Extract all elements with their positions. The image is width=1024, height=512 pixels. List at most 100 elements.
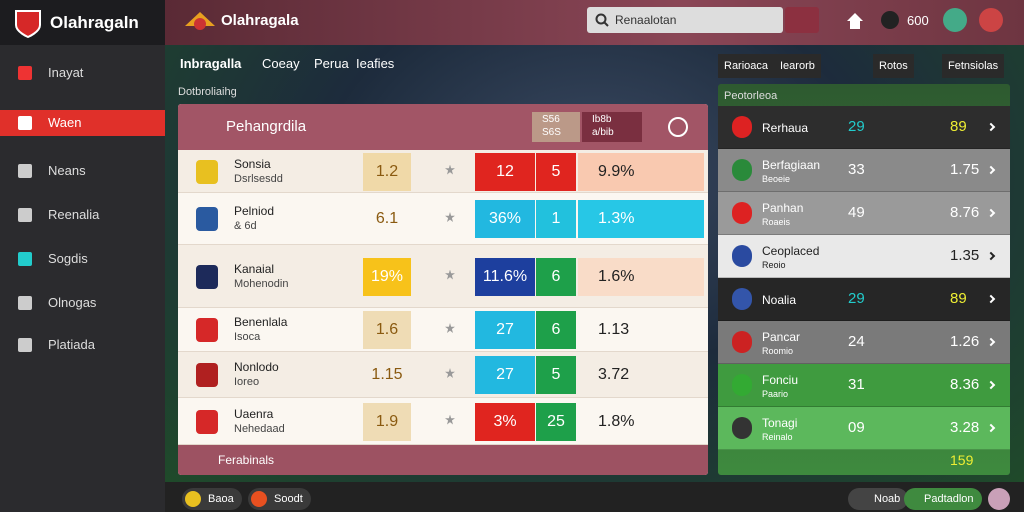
standing-row[interactable]: Rerhaua 29 89: [718, 106, 1010, 149]
menu-icon: [18, 208, 32, 222]
menu-item[interactable]: Waen: [0, 110, 165, 136]
favorite-star[interactable]: [445, 164, 455, 175]
stat-b: 3.28: [950, 419, 980, 436]
head-cell: [532, 112, 580, 142]
standing-row[interactable]: Panhan Roaeis 49 8.76: [718, 192, 1010, 235]
team-logo: [196, 264, 218, 289]
standing-row[interactable]: Ceoplaced Reoio 1.35: [718, 235, 1010, 278]
right-tab[interactable]: Fetnsiolas: [942, 54, 1005, 78]
stat-a: 49: [848, 204, 865, 221]
favorite-star[interactable]: [445, 368, 455, 378]
favorite-star[interactable]: [445, 414, 455, 425]
odds-a[interactable]: 36%: [475, 200, 535, 238]
search-box[interactable]: Renaalotan: [587, 7, 783, 33]
percent: 1.6%: [578, 257, 704, 296]
head-text: S56: [542, 114, 560, 125]
tab[interactable]: Inbragalla: [180, 56, 242, 71]
chevron: [986, 337, 996, 347]
odds-cell[interactable]: 19%: [363, 257, 411, 296]
home-icon[interactable]: [845, 11, 865, 31]
stat-a: 33: [848, 161, 865, 178]
odds-b[interactable]: 6: [536, 257, 576, 296]
team-sub: Reoio: [762, 260, 786, 270]
bottom-pill[interactable]: Noab: [848, 488, 909, 510]
odds-cell[interactable]: 1.6: [363, 311, 411, 349]
right-tab[interactable]: Rarioaca: [718, 54, 775, 78]
avatar[interactable]: [943, 8, 967, 32]
percent: 9.9%: [578, 152, 704, 191]
total: 159: [950, 452, 974, 468]
odds-b[interactable]: 6: [536, 311, 576, 349]
bottom-pill[interactable]: Soodt: [248, 488, 311, 510]
standing-row[interactable]: Fonciu Paario 31 8.36: [718, 364, 1010, 407]
odds-cell[interactable]: 1.9: [363, 402, 411, 441]
menu-item[interactable]: Olnogas: [0, 290, 165, 316]
odds-cell[interactable]: 6.1: [375, 210, 399, 227]
favorite-star[interactable]: [445, 323, 455, 333]
odds-a[interactable]: 3%: [475, 402, 535, 441]
odds-b[interactable]: 25: [536, 402, 576, 441]
help-button[interactable]: [988, 488, 1010, 510]
right-title: Peotorleoa: [724, 90, 778, 102]
odds-cell[interactable]: 1.15: [371, 366, 403, 383]
sidebar-brand: Olahragaln: [0, 0, 165, 45]
standing-row[interactable]: Tonagi Reinalo 09 3.28: [718, 407, 1010, 450]
team-name: Benenlala: [234, 315, 288, 329]
menu-item[interactable]: Sogdis: [0, 246, 165, 272]
percent: 3.72: [598, 366, 630, 383]
search-button[interactable]: [785, 7, 819, 33]
bottom-pill[interactable]: Padtadlon: [904, 488, 982, 510]
team-sub: Isoca: [234, 331, 261, 343]
odds-b[interactable]: 1: [536, 200, 576, 238]
odds-a[interactable]: 11.6%: [475, 257, 535, 296]
menu-icon: [18, 164, 32, 178]
tab[interactable]: Perua: [314, 56, 349, 71]
percent: 1.8%: [598, 412, 635, 430]
team-logo: [196, 207, 218, 231]
team-logo: [196, 409, 218, 434]
odds-a[interactable]: 27: [475, 311, 535, 349]
right-tab[interactable]: Rotos: [873, 54, 914, 78]
team-name: Noalia: [762, 293, 797, 307]
odds-b[interactable]: 5: [536, 152, 576, 191]
menu-item[interactable]: Reenalia: [0, 202, 165, 228]
right-tab[interactable]: Iearorb: [774, 54, 821, 78]
stat-b: 1.26: [950, 333, 980, 350]
tab[interactable]: Coeay: [262, 56, 300, 71]
tab[interactable]: Ieafies: [356, 56, 395, 71]
favorite-star[interactable]: [445, 212, 455, 222]
avatar[interactable]: [979, 8, 1003, 32]
right-panel: Peotorleoa 159 Rerhaua 29 89 Berfagiaan Beoe…: [718, 84, 1010, 475]
percent: 1.3%: [578, 200, 704, 238]
count: 600: [907, 13, 929, 28]
team-name: Kanaial: [234, 261, 275, 276]
stat-a: 29: [848, 290, 865, 307]
stat-b: 1.75: [950, 161, 980, 178]
team-name: Pelniod: [234, 204, 275, 218]
favorite-star[interactable]: [445, 269, 455, 280]
menu-item[interactable]: Inayat: [0, 60, 165, 86]
percent: 1.13: [598, 321, 630, 338]
menu-item[interactable]: Neans: [0, 158, 165, 184]
standing-row[interactable]: Berfagiaan Beoeie 33 1.75: [718, 149, 1010, 192]
odds-cell[interactable]: 1.2: [363, 152, 411, 191]
panel-title: Pehangrdila: [226, 118, 307, 135]
team-sub: Beoeie: [762, 174, 791, 184]
odds-b[interactable]: 5: [536, 356, 576, 394]
pill-icon: [185, 491, 201, 507]
team-name: Pancar: [762, 330, 801, 344]
odds-a[interactable]: 27: [475, 356, 535, 394]
odds-a[interactable]: 12: [475, 152, 535, 191]
stat-a: 31: [848, 376, 865, 393]
standing-row[interactable]: Noalia 29 89: [718, 278, 1010, 321]
table-row: Nonlodo Ioreo 1.15 27 5 3.72: [178, 352, 708, 398]
info-button[interactable]: [668, 117, 688, 137]
top-bar: Olahragala Renaalotan 600: [165, 0, 1024, 45]
team-sub: Roomio: [762, 346, 794, 356]
bottom-pill[interactable]: Baoa: [182, 488, 242, 510]
badge-icon[interactable]: [881, 11, 899, 29]
team-logo: [732, 116, 752, 138]
standing-row[interactable]: Pancar Roomio 24 1.26: [718, 321, 1010, 364]
menu-item[interactable]: Platiada: [0, 332, 165, 358]
